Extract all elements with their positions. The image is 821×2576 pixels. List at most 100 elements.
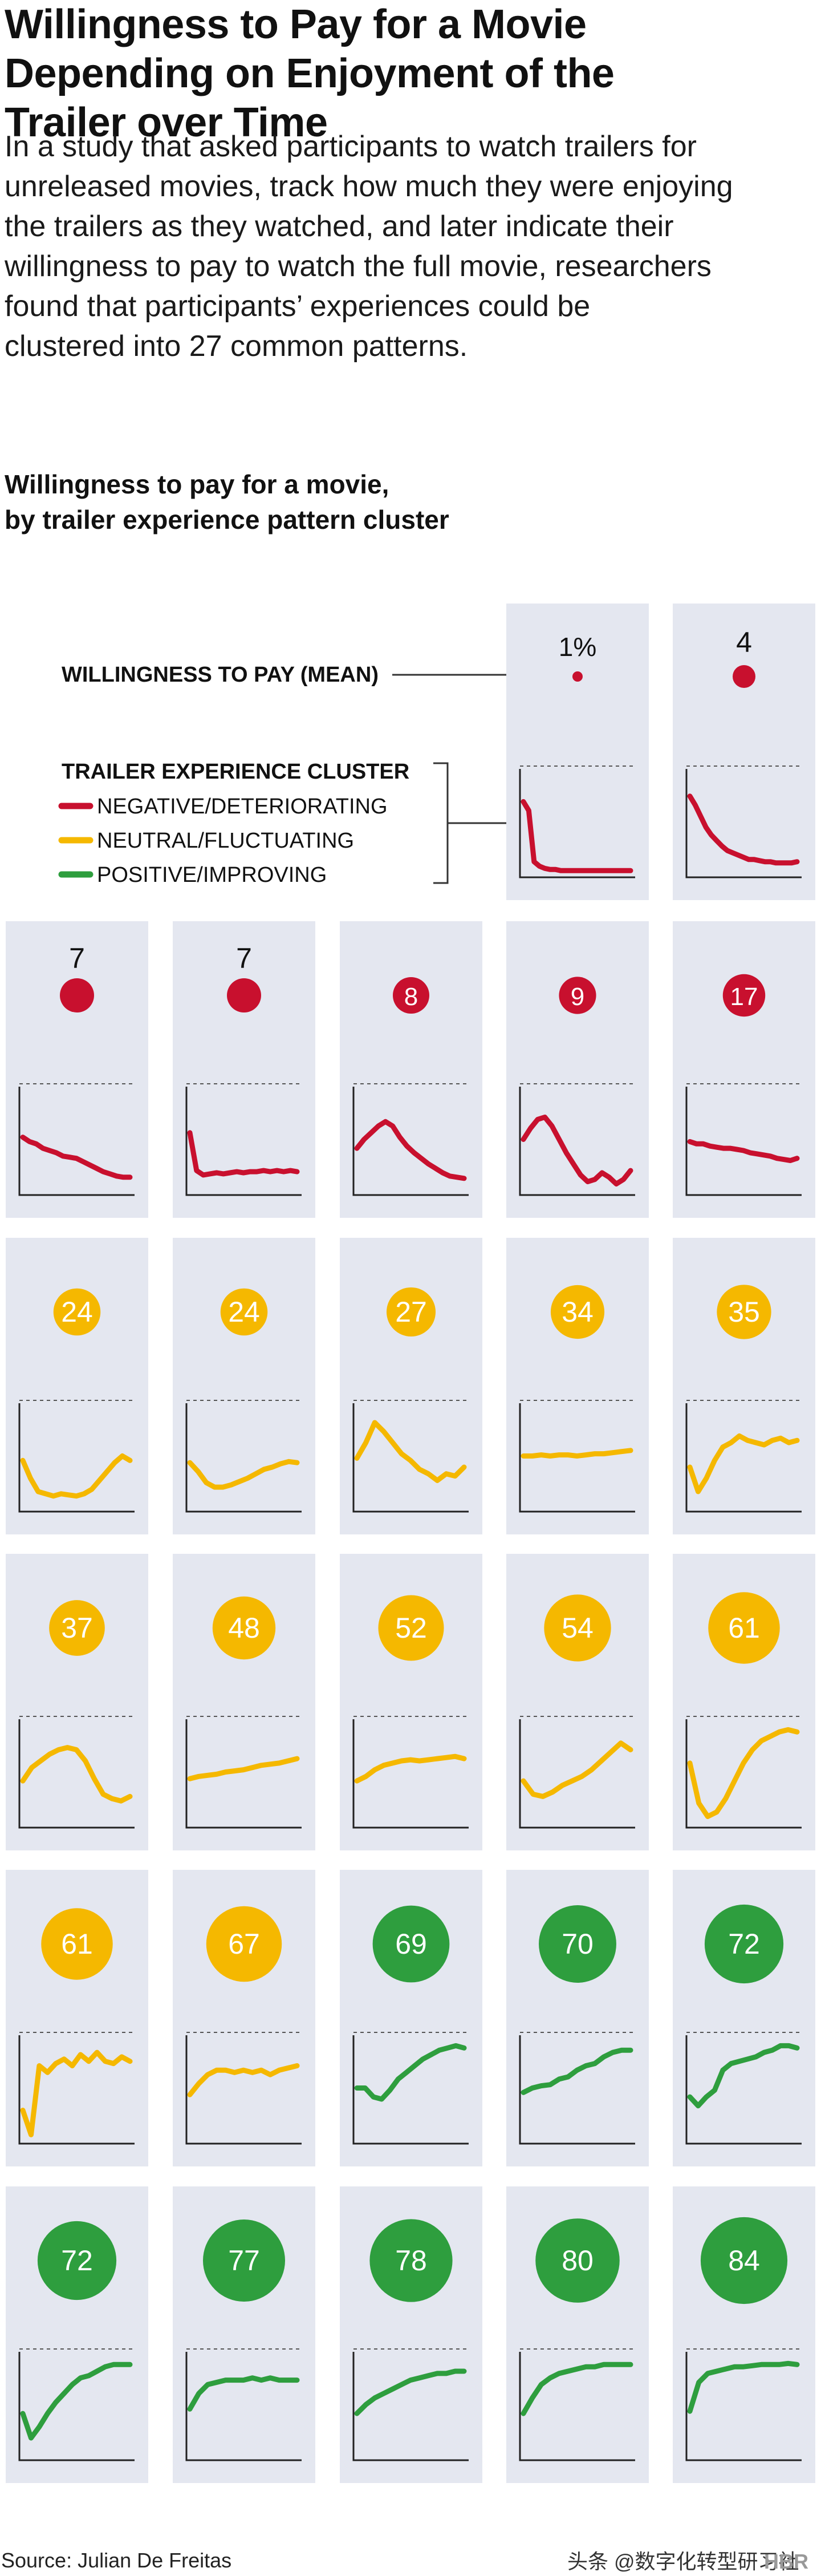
- wtp-label: 7: [236, 942, 252, 974]
- mini-axes: [685, 1403, 802, 1513]
- mini-axes: [685, 2035, 802, 2145]
- panel-background: [173, 1238, 315, 1534]
- mini-axes: [519, 2035, 635, 2145]
- chart-title: Willingness to pay for a movie, by trail…: [5, 467, 575, 537]
- wtp-label: 54: [562, 1612, 594, 1644]
- enjoyment-line: [521, 2362, 633, 2416]
- wtp-label: 37: [61, 1612, 93, 1644]
- enjoyment-line: [687, 2043, 800, 2109]
- cluster-panel: 54: [506, 1554, 649, 1850]
- wtp-label: 61: [61, 1928, 93, 1960]
- enjoyment-line: [354, 1420, 467, 1483]
- wtp-bubble: [544, 1594, 611, 1662]
- enjoyment-line: [20, 1745, 133, 1804]
- wtp-bubble: [386, 1287, 436, 1337]
- wtp-bubble: [559, 977, 596, 1014]
- cluster-panel: 48: [173, 1554, 315, 1850]
- dek-line: unreleased movies, track how much they w…: [5, 170, 733, 203]
- wtp-label: 80: [562, 2245, 594, 2277]
- panel-background: [6, 1554, 148, 1850]
- enjoyment-line: [20, 2362, 133, 2441]
- dek-line: found that participants’ experiences cou…: [5, 290, 591, 323]
- cluster-panel: 24: [6, 1238, 148, 1534]
- wtp-bubble: [717, 1285, 771, 1339]
- wtp-label: 48: [228, 1612, 260, 1644]
- wtp-bubble: [722, 974, 766, 1017]
- enjoyment-line: [20, 2050, 133, 2137]
- wtp-label: 84: [728, 2245, 760, 2277]
- enjoyment-line: [687, 1139, 800, 1163]
- dek-line: willingness to pay to watch the full mov…: [5, 250, 712, 283]
- wtp-label: 67: [228, 1928, 260, 1960]
- wtp-bubble: [378, 1595, 444, 1661]
- cluster-panel: 37: [6, 1554, 148, 1850]
- enjoyment-line: [187, 1756, 300, 1781]
- mini-axes: [519, 1087, 635, 1196]
- wtp-label: 34: [562, 1296, 594, 1328]
- mini-axes: [519, 1719, 635, 1829]
- wtp-label: 72: [728, 1928, 760, 1960]
- mini-axes: [18, 2352, 135, 2461]
- wtp-label: 9: [571, 983, 584, 1011]
- legend-label-positive: POSITIVE/IMPROVING: [97, 863, 327, 887]
- legend: WILLINGNESS TO PAY (MEAN) TRAILER EXPERI…: [58, 663, 562, 887]
- enjoyment-line: [187, 2375, 300, 2412]
- enjoyment-line: [521, 1448, 633, 1459]
- enjoyment-line: [354, 1753, 467, 1784]
- mini-axes: [185, 1719, 302, 1829]
- wtp-label: 17: [730, 983, 758, 1011]
- wtp-label: 52: [395, 1612, 427, 1644]
- enjoyment-line: [354, 1119, 467, 1181]
- enjoyment-line: [521, 2047, 633, 2095]
- mini-axes: [519, 2352, 635, 2461]
- wtp-bubble: [369, 2219, 453, 2302]
- cluster-panel: 24: [173, 1238, 315, 1534]
- mini-axes: [685, 1087, 802, 1196]
- wtp-label: 78: [395, 2245, 427, 2277]
- wtp-bubble: [393, 977, 429, 1014]
- mini-axes: [18, 1403, 135, 1513]
- wtp-bubble: [372, 1905, 450, 1983]
- cluster-panel: 77: [173, 2186, 315, 2483]
- mini-axes: [352, 1403, 469, 1513]
- wtp-label: 4: [736, 626, 752, 658]
- panel-background: [506, 1238, 649, 1534]
- dek-line: the trailers as they watched, and later …: [5, 210, 674, 243]
- cluster-panel: 7: [173, 921, 315, 1218]
- cluster-panel: 72: [673, 1870, 815, 2166]
- wtp-bubble: [206, 1906, 282, 1982]
- cluster-panel: 69: [340, 1870, 482, 2166]
- cluster-panel: 61: [6, 1870, 148, 2166]
- title-line-1: Willingness to Pay for a Movie: [5, 2, 587, 47]
- wtp-label: 77: [228, 2245, 260, 2277]
- wtp-label: 24: [61, 1296, 93, 1328]
- wtp-dot: [227, 978, 261, 1012]
- cluster-panel: 35: [673, 1238, 815, 1534]
- panel-background: [673, 604, 815, 900]
- panel-background: [340, 921, 482, 1218]
- mini-axes: [352, 1087, 469, 1196]
- cluster-panel: 9: [506, 921, 649, 1218]
- intro-paragraph: In a study that asked participants to wa…: [5, 127, 814, 366]
- mini-axes: [352, 2035, 469, 2145]
- page-title: Willingness to Pay for a Movie Depending…: [5, 0, 803, 147]
- enjoyment-line: [20, 1135, 133, 1180]
- dek-line: In a study that asked participants to wa…: [5, 130, 697, 163]
- wtp-bubble: [53, 1288, 101, 1336]
- wtp-label: 24: [228, 1296, 260, 1328]
- enjoyment-line: [187, 1459, 300, 1490]
- cluster-panel: 1%: [506, 604, 649, 900]
- wtp-bubble: [535, 2218, 620, 2303]
- panel-background: [6, 1238, 148, 1534]
- wtp-bubble: [49, 1600, 105, 1656]
- mini-axes: [18, 1087, 135, 1196]
- wtp-label: 27: [395, 1296, 427, 1328]
- cluster-panel: 4: [673, 604, 815, 900]
- wtp-bubble: [212, 1596, 276, 1660]
- wtp-bubble: [550, 1285, 605, 1339]
- mini-axes: [352, 2352, 469, 2461]
- cluster-panel: 80: [506, 2186, 649, 2483]
- cluster-panel: 84: [673, 2186, 815, 2483]
